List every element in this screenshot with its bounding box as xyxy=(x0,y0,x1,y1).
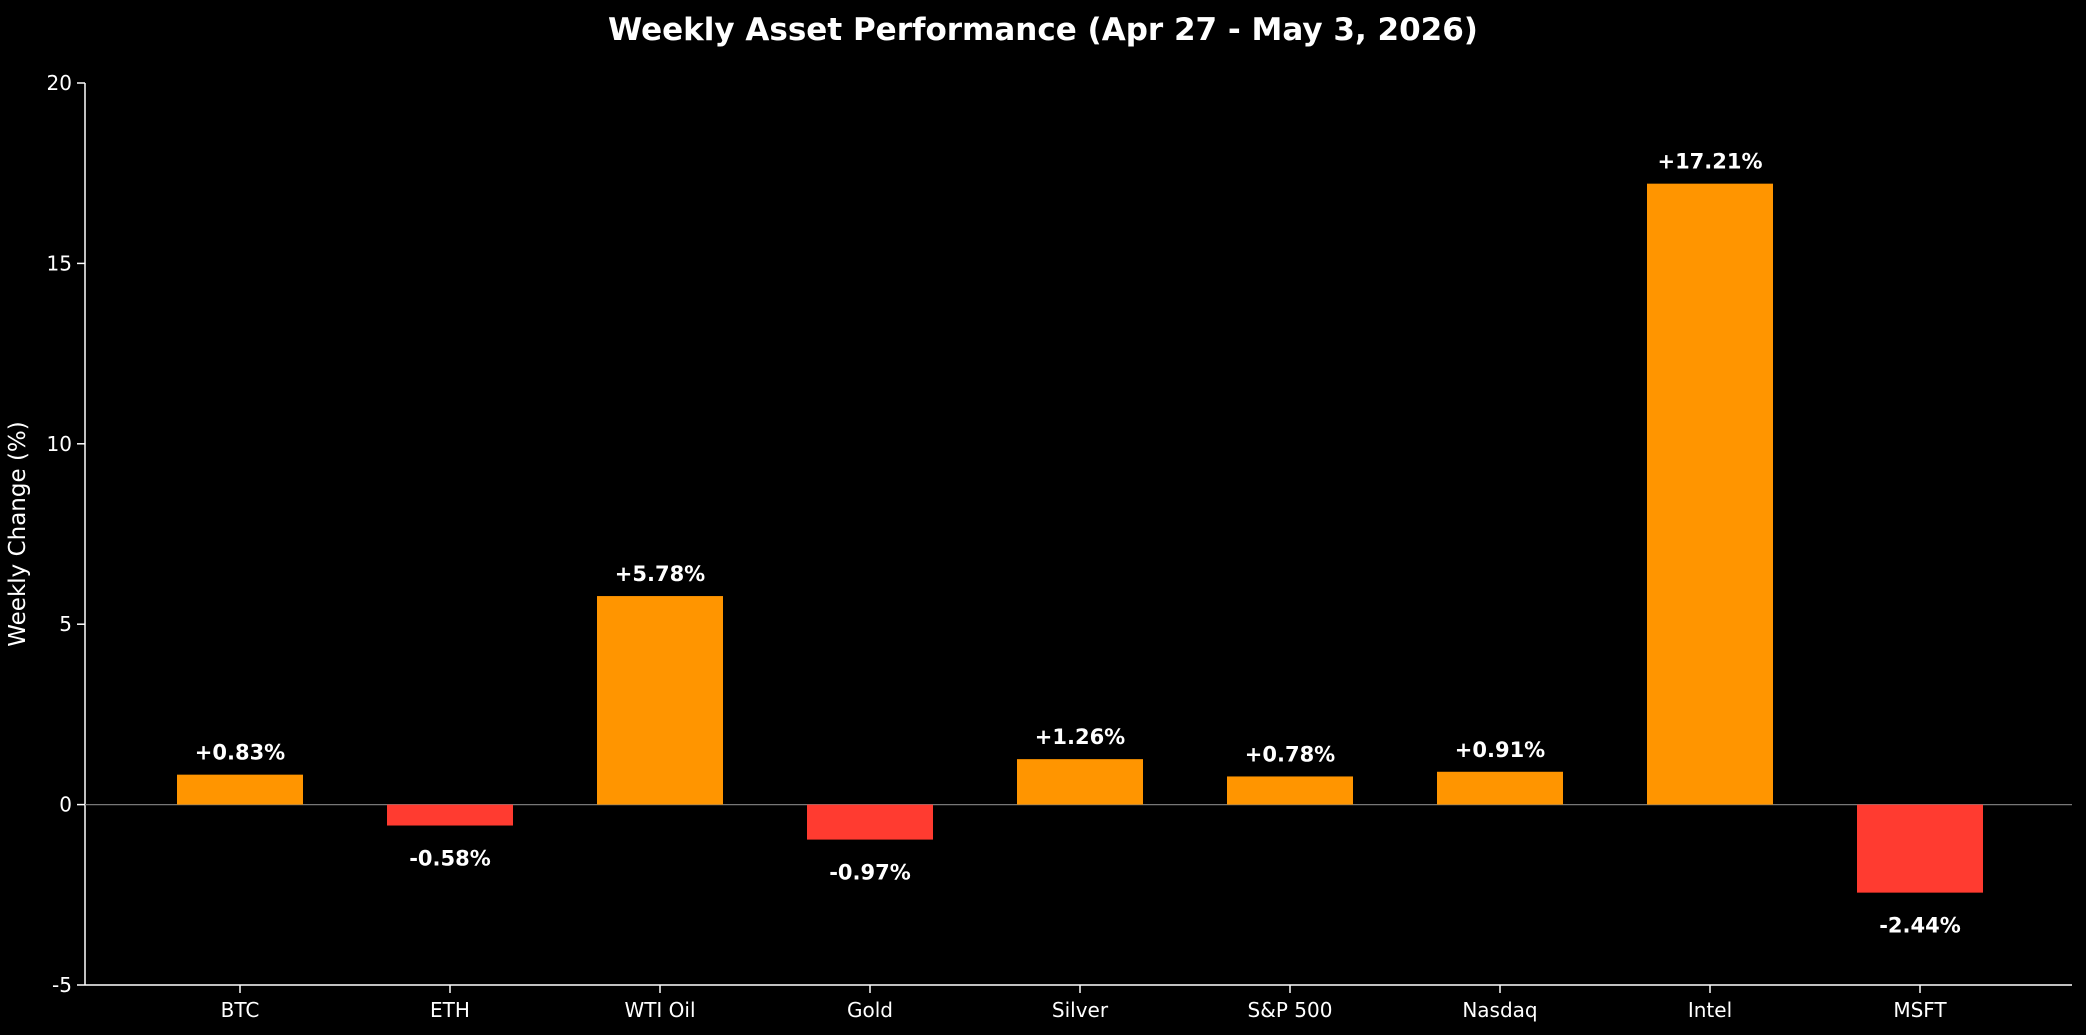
x-tick-label: MSFT xyxy=(1893,998,1947,1022)
x-tick-label: BTC xyxy=(221,998,260,1022)
y-tick-label: 15 xyxy=(47,251,72,275)
bar-nasdaq xyxy=(1437,771,1563,805)
data-labels: +0.83% -0.58% +5.78% -0.97% +1.26% +0.78% +0.9… xyxy=(195,150,1961,938)
y-tick-label: -5 xyxy=(52,973,72,997)
y-tick-label: 5 xyxy=(59,612,72,636)
bar-msft xyxy=(1857,804,1983,893)
y-axis-label: Weekly Change (%) xyxy=(5,421,31,647)
chart-title: Weekly Asset Performance (Apr 27 - May 3… xyxy=(608,12,1478,48)
bar-btc xyxy=(177,774,303,805)
data-label: +5.78% xyxy=(615,562,705,586)
x-axis-ticks: BTC ETH WTI Oil Gold Silver S&P 500 Nasdaq Inte… xyxy=(221,985,1947,1022)
x-tick-label: S&P 500 xyxy=(1248,998,1333,1022)
bar-gold xyxy=(807,804,933,840)
x-tick-label: WTI Oil xyxy=(624,998,695,1022)
data-label: +0.91% xyxy=(1455,738,1545,762)
bar-intel xyxy=(1647,183,1773,805)
x-tick-label: Gold xyxy=(847,998,893,1022)
data-label: -0.97% xyxy=(829,861,911,885)
bar-eth xyxy=(387,804,513,826)
bar-s-p-500 xyxy=(1227,776,1353,805)
x-tick-label: Nasdaq xyxy=(1462,998,1537,1022)
data-label: -2.44% xyxy=(1879,914,1961,938)
x-tick-label: Silver xyxy=(1052,998,1109,1022)
data-label: +1.26% xyxy=(1035,725,1125,749)
data-label: +17.21% xyxy=(1657,150,1762,174)
data-label: -0.58% xyxy=(409,847,491,871)
axes xyxy=(84,83,2072,986)
y-axis-ticks: -5 0 5 10 15 20 xyxy=(47,71,85,997)
data-label: +0.78% xyxy=(1245,742,1335,766)
x-tick-label: ETH xyxy=(430,998,470,1022)
x-tick-label: Intel xyxy=(1688,998,1732,1022)
bar-wti-oil xyxy=(597,596,723,805)
bar-silver xyxy=(1017,759,1143,805)
data-label: +0.83% xyxy=(195,741,285,765)
y-tick-label: 20 xyxy=(47,71,72,95)
bars xyxy=(177,183,1983,893)
y-tick-label: 10 xyxy=(47,432,72,456)
y-tick-label: 0 xyxy=(59,793,72,817)
